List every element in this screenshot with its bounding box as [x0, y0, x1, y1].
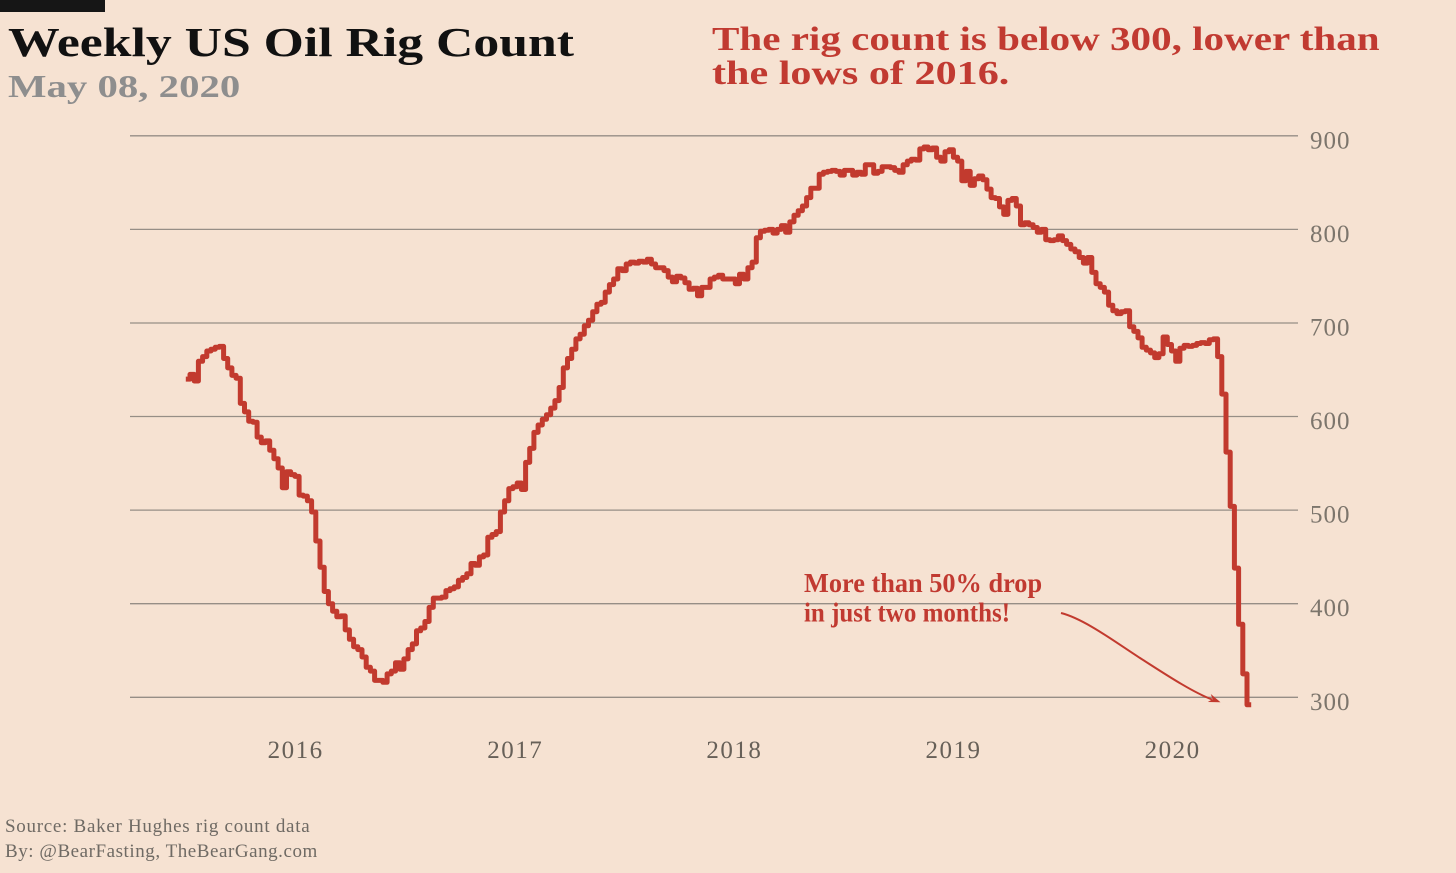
svg-text:By: @BearFasting, TheBearGang.: By: @BearFasting, TheBearGang.com: [5, 841, 318, 862]
svg-text:Source: Baker Hughes rig count: Source: Baker Hughes rig count data: [5, 816, 310, 837]
svg-text:800: 800: [1310, 221, 1351, 248]
svg-text:900: 900: [1310, 127, 1351, 154]
svg-text:600: 600: [1310, 408, 1351, 435]
svg-text:300: 300: [1310, 689, 1351, 716]
svg-text:the lows of 2016.: the lows of 2016.: [712, 55, 1009, 92]
svg-text:Weekly US Oil Rig Count: Weekly US Oil Rig Count: [8, 20, 574, 66]
svg-text:2019: 2019: [926, 737, 982, 764]
svg-text:2016: 2016: [268, 737, 324, 764]
svg-text:500: 500: [1310, 502, 1351, 529]
svg-text:The rig count is below 300, lo: The rig count is below 300, lower than: [712, 20, 1380, 58]
svg-text:May 08, 2020: May 08, 2020: [8, 68, 240, 104]
svg-text:More than 50% drop: More than 50% drop: [804, 568, 1042, 598]
svg-text:in just two months!: in just two months!: [804, 598, 1010, 628]
svg-text:700: 700: [1310, 315, 1351, 342]
svg-text:2018: 2018: [706, 737, 762, 764]
svg-text:2017: 2017: [487, 737, 543, 764]
svg-text:2020: 2020: [1145, 737, 1201, 764]
svg-text:400: 400: [1310, 595, 1351, 622]
